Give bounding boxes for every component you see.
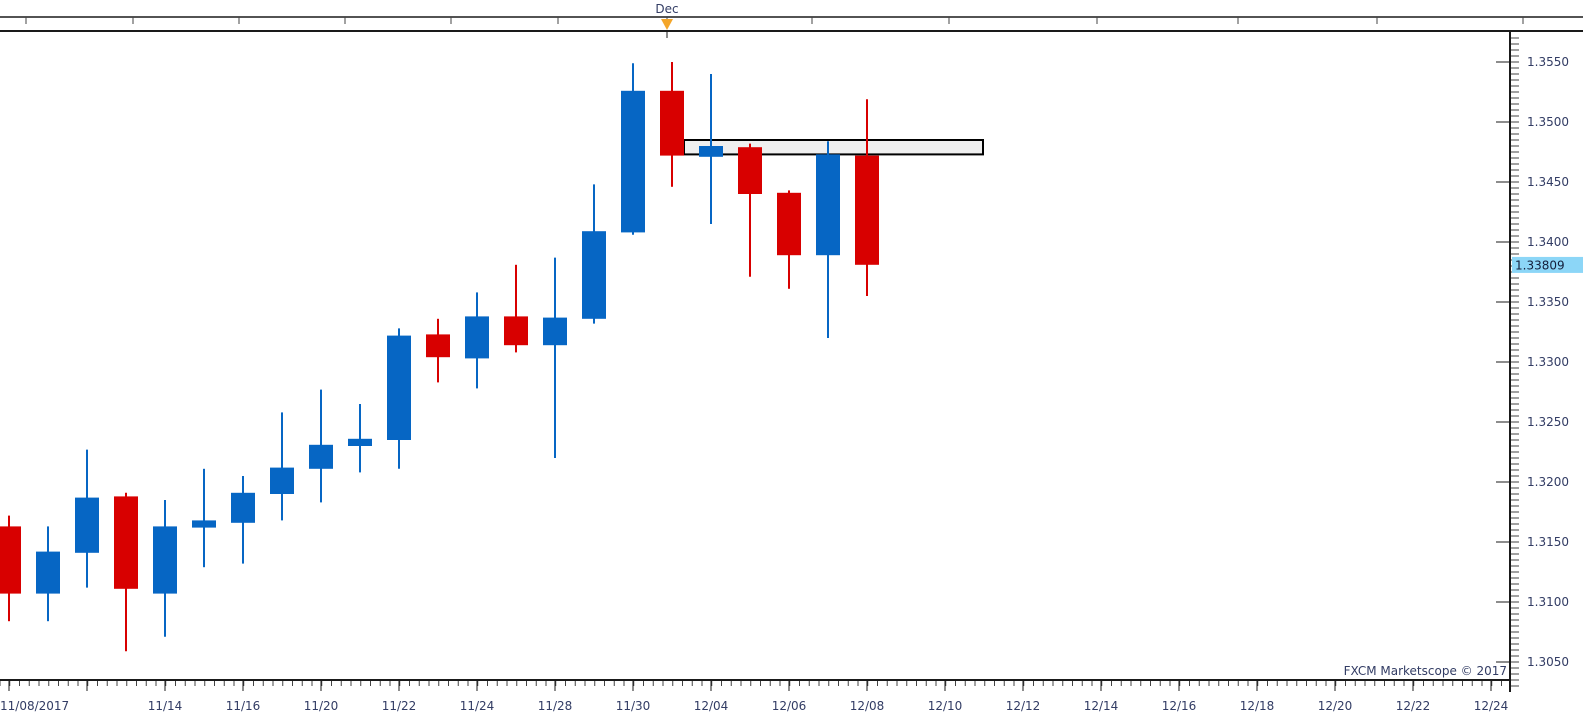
candle-body	[426, 334, 450, 358]
candle-11/21	[348, 404, 372, 473]
date-axis-label: 12/24	[1474, 699, 1509, 713]
candle-body	[855, 155, 879, 265]
time-axis[interactable]: 11/08/2017 11/14 11/16 11/20 11/22 11/24 11/28…	[0, 681, 1508, 713]
candle-12/07	[816, 141, 840, 338]
candle-body	[660, 90, 684, 156]
price-axis-label: 1.3350	[1527, 295, 1569, 309]
price-axis-label: 1.3500	[1527, 115, 1569, 129]
candle-body	[192, 520, 216, 528]
candle-11/17	[270, 412, 294, 521]
candle-body	[465, 316, 489, 359]
candle-body	[36, 551, 60, 594]
candle-11/20	[309, 389, 333, 503]
candle-body	[0, 526, 21, 594]
candle-11/16	[231, 476, 255, 564]
current-price-tag: 1.33809	[1512, 256, 1583, 273]
candle-body	[621, 90, 645, 233]
candle-body	[543, 317, 567, 346]
watermark: FXCM Marketscope © 2017	[1344, 664, 1507, 678]
date-axis-label: 11/24	[460, 699, 495, 713]
candle-11/30	[621, 63, 645, 235]
price-axis-label: 1.3400	[1527, 235, 1569, 249]
date-axis-label: 12/04	[694, 699, 729, 713]
candle-11/13	[114, 492, 138, 652]
candle-body	[387, 335, 411, 440]
date-axis-label: 11/20	[304, 699, 339, 713]
candle-11/08	[0, 515, 21, 622]
rectangle-annotation[interactable]	[683, 139, 984, 156]
candle-11/14	[153, 500, 177, 637]
date-axis-label: 12/06	[772, 699, 807, 713]
price-axis-label: 1.3250	[1527, 415, 1569, 429]
candle-11/15	[192, 468, 216, 568]
candle-11/09	[36, 526, 60, 622]
resistance-zone-rect[interactable]	[683, 139, 984, 156]
price-axis-label: 1.3200	[1527, 475, 1569, 489]
date-axis-label: 12/16	[1162, 699, 1197, 713]
date-axis-label: 12/10	[928, 699, 963, 713]
candle-body	[738, 147, 762, 194]
axis-frame	[0, 31, 1511, 692]
candle-body	[231, 492, 255, 523]
date-axis-label: 11/22	[382, 699, 417, 713]
date-axis-label: 11/28	[538, 699, 573, 713]
candle-11/23	[426, 318, 450, 383]
candle-body	[114, 496, 138, 589]
date-axis-label: 11/16	[226, 699, 261, 713]
candle-body	[309, 444, 333, 469]
date-axis-label: 11/14	[148, 699, 183, 713]
candle-12/08	[855, 99, 879, 296]
date-axis-label: 12/08	[850, 699, 885, 713]
price-axis-label: 1.3150	[1527, 535, 1569, 549]
candle-body	[153, 526, 177, 594]
candle-body	[816, 154, 840, 256]
month-marker-triangle-icon	[661, 19, 673, 30]
date-axis-label: 11/30	[616, 699, 651, 713]
current-price-value: 1.33809	[1515, 258, 1565, 272]
candle-11/10	[75, 449, 99, 588]
candle-11/22	[387, 328, 411, 469]
date-axis-label: 12/12	[1006, 699, 1041, 713]
plot-area[interactable]	[0, 62, 879, 652]
price-axis[interactable]: 1.3550 1.3500 1.3450 1.3400 1.3350 1.3300 1.32…	[1496, 37, 1569, 687]
month-label: Dec	[655, 2, 678, 16]
price-axis-label: 1.3550	[1527, 55, 1569, 69]
candle-12/06	[777, 190, 801, 289]
candle-11/24	[465, 292, 489, 389]
candle-body	[777, 192, 801, 256]
price-axis-label: 1.3300	[1527, 355, 1569, 369]
candle-11/29	[582, 184, 606, 324]
candle-body	[699, 146, 723, 157]
candle-body	[582, 231, 606, 319]
candle-12/01	[660, 62, 684, 187]
candle-11/27	[504, 264, 528, 353]
candle-body	[270, 467, 294, 494]
candle-body	[75, 497, 99, 553]
candle-body	[348, 438, 372, 446]
candle-11/28	[543, 257, 567, 458]
timeline-band[interactable]	[0, 16, 1583, 38]
price-axis-label: 1.3050	[1527, 655, 1569, 669]
candle-12/04	[699, 74, 723, 224]
current-price-tag-bg	[1512, 256, 1583, 273]
price-axis-label: 1.3100	[1527, 595, 1569, 609]
candle-12/05	[738, 143, 762, 277]
date-axis-label: 12/18	[1240, 699, 1275, 713]
date-axis-label: 12/22	[1396, 699, 1431, 713]
date-axis-label: 12/14	[1084, 699, 1119, 713]
date-axis-label: 11/08/2017	[0, 699, 69, 713]
date-axis-label: 12/20	[1318, 699, 1353, 713]
candle-body	[504, 316, 528, 346]
price-axis-label: 1.3450	[1527, 175, 1569, 189]
